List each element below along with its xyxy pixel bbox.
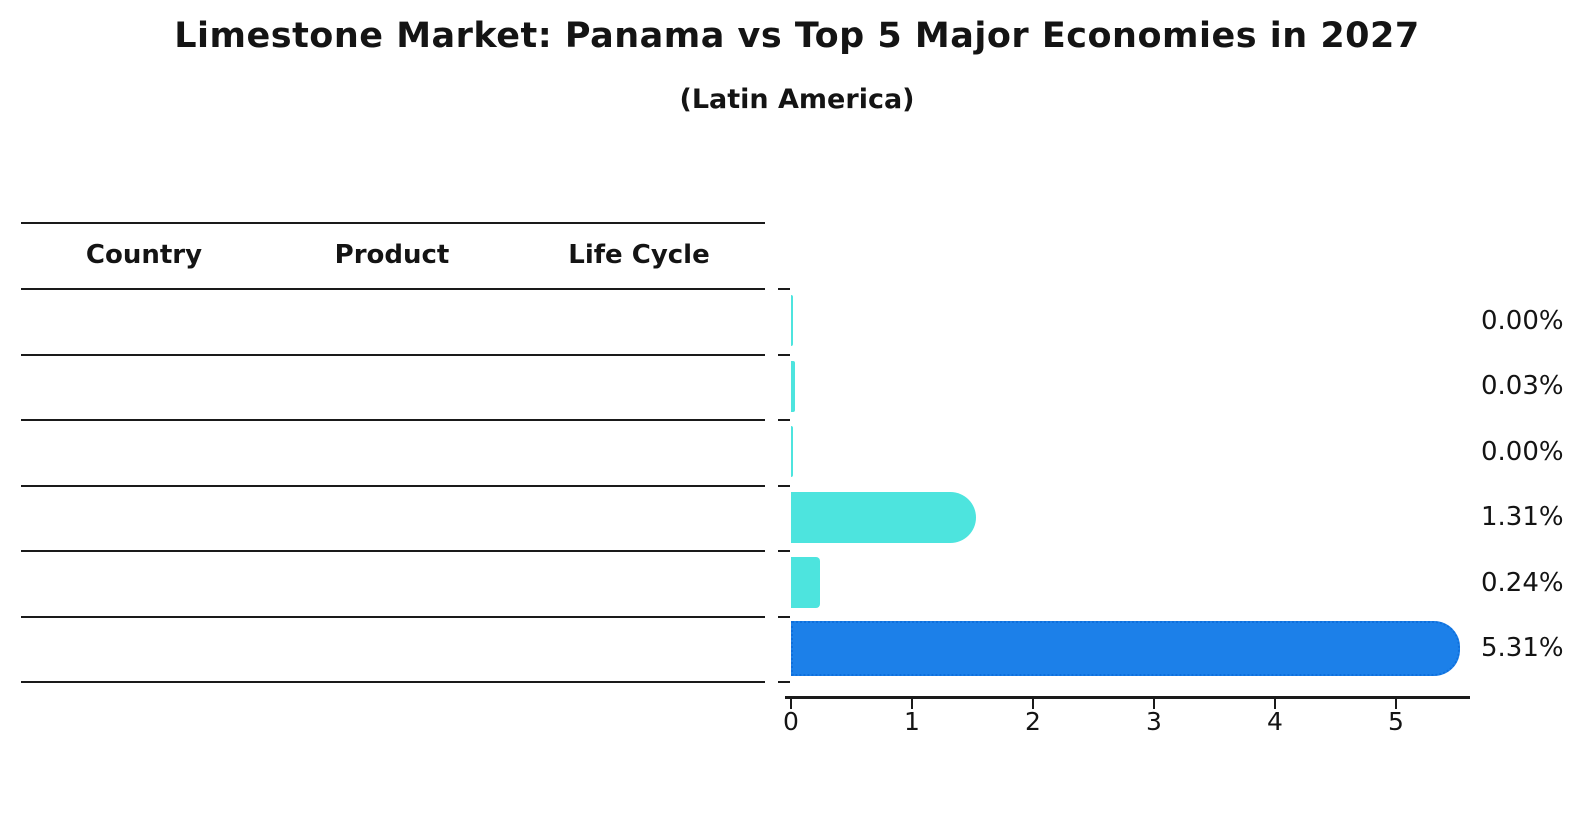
cell-product bbox=[267, 616, 517, 682]
table-top-rule bbox=[21, 222, 765, 224]
cell-product bbox=[267, 354, 517, 420]
x-axis-line bbox=[785, 696, 1470, 699]
y-axis-tick bbox=[778, 616, 790, 618]
y-axis-tick bbox=[778, 485, 790, 487]
bar-value-label: 0.00% bbox=[1481, 305, 1564, 336]
y-axis-tick bbox=[778, 550, 790, 552]
cell-country bbox=[21, 419, 267, 485]
x-axis-tick bbox=[911, 699, 913, 709]
column-header-life-cycle: Life Cycle bbox=[568, 240, 710, 270]
bar-mexico bbox=[791, 360, 795, 412]
cell-life-cycle bbox=[517, 550, 761, 616]
bar-value-label: 0.24% bbox=[1481, 567, 1564, 598]
y-axis-tick bbox=[778, 419, 790, 421]
cell-country bbox=[21, 354, 267, 420]
table-header-rule bbox=[21, 288, 765, 290]
table-row-rule bbox=[21, 419, 765, 421]
bar-value-label: 0.00% bbox=[1481, 436, 1564, 467]
x-axis-tick-label: 0 bbox=[783, 707, 799, 736]
y-axis-tick bbox=[778, 354, 790, 356]
table-row-rule bbox=[21, 550, 765, 552]
bar-value-label: 5.31% bbox=[1481, 633, 1564, 664]
table-row-rule bbox=[21, 616, 765, 618]
cell-country bbox=[21, 550, 267, 616]
bar-argentina bbox=[791, 426, 793, 478]
x-axis-tick-label: 5 bbox=[1388, 707, 1404, 736]
bar-colombia bbox=[791, 491, 976, 543]
cell-product bbox=[267, 288, 517, 354]
cell-life-cycle bbox=[517, 288, 761, 354]
cell-product bbox=[267, 550, 517, 616]
column-header-country: Country bbox=[85, 240, 203, 270]
table-row-rule bbox=[21, 485, 765, 487]
x-axis-tick-label: 3 bbox=[1146, 707, 1162, 736]
chart-title: Limestone Market: Panama vs Top 5 Major … bbox=[174, 16, 1420, 56]
x-axis-tick bbox=[1395, 699, 1397, 709]
cell-life-cycle bbox=[517, 419, 761, 485]
cell-life-cycle bbox=[517, 354, 761, 420]
table-row-rule bbox=[21, 681, 765, 683]
cell-country bbox=[21, 485, 267, 551]
y-axis-tick bbox=[778, 288, 790, 290]
cell-product bbox=[267, 419, 517, 485]
y-axis-tick bbox=[778, 681, 790, 683]
cell-life-cycle bbox=[517, 616, 761, 682]
cell-product bbox=[267, 485, 517, 551]
x-axis-tick-label: 1 bbox=[904, 707, 920, 736]
cell-country bbox=[21, 616, 267, 682]
x-axis-tick bbox=[1274, 699, 1276, 709]
x-axis-tick bbox=[1032, 699, 1034, 709]
bar-value-label: 1.31% bbox=[1481, 502, 1564, 533]
x-axis-tick bbox=[790, 699, 792, 709]
x-axis-tick-label: 2 bbox=[1025, 707, 1041, 736]
cell-life-cycle bbox=[517, 485, 761, 551]
cell-country bbox=[21, 288, 267, 354]
x-axis-tick bbox=[1153, 699, 1155, 709]
bar-chile bbox=[791, 557, 820, 609]
x-axis-tick-label: 4 bbox=[1267, 707, 1283, 736]
bar-panama bbox=[791, 620, 1460, 676]
chart-subtitle: (Latin America) bbox=[679, 84, 915, 115]
table-row-rule bbox=[21, 354, 765, 356]
column-header-product: Product bbox=[334, 240, 450, 270]
bar-value-label: 0.03% bbox=[1481, 371, 1564, 402]
bar-brazil bbox=[791, 295, 793, 347]
